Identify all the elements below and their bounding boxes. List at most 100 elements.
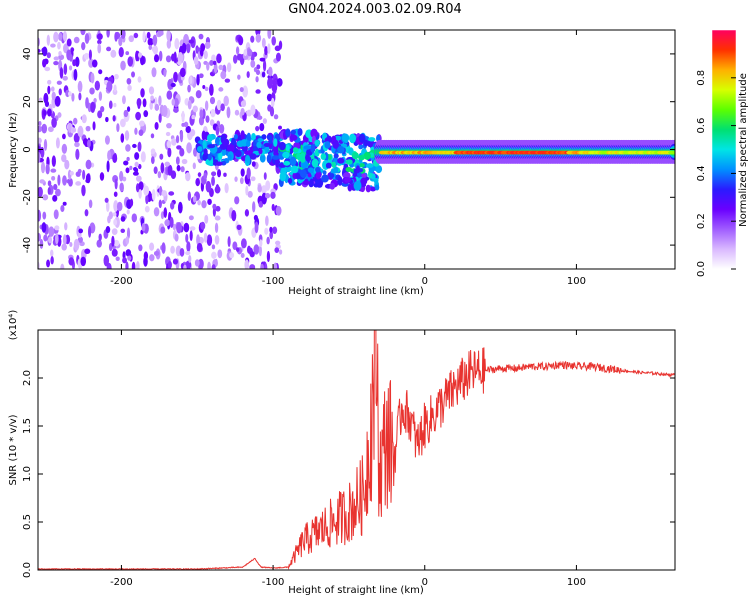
noise-cell <box>196 234 200 246</box>
noise-cell <box>64 159 70 170</box>
noise-cell <box>141 222 146 232</box>
noise-cell <box>125 167 130 174</box>
cluster-cell <box>226 144 235 153</box>
cluster-cell <box>202 139 207 150</box>
noise-cell <box>176 145 182 150</box>
noise-cell <box>126 227 131 240</box>
noise-cell <box>212 207 216 217</box>
cluster-cell <box>309 178 314 188</box>
noise-cell <box>265 215 269 227</box>
cluster-cell <box>233 134 238 140</box>
noise-cell <box>158 50 163 62</box>
noise-cell <box>211 264 216 269</box>
noise-cell <box>158 185 163 196</box>
noise-cell <box>275 52 281 62</box>
noise-cell <box>147 37 154 46</box>
cluster-cell <box>285 144 290 152</box>
noise-cell <box>181 158 188 165</box>
spectrogram-y-tick-label: 0 <box>22 146 33 152</box>
noise-cell <box>51 155 56 167</box>
noise-cell <box>176 222 182 234</box>
noise-cell <box>161 190 167 197</box>
noise-cell <box>134 152 140 160</box>
noise-cell <box>246 167 251 180</box>
noise-cell <box>108 211 114 220</box>
noise-cell <box>183 264 187 269</box>
spectrogram-x-label: Height of straight line (km) <box>288 286 424 297</box>
noise-cell <box>63 63 68 75</box>
noise-cell <box>51 117 57 128</box>
noise-cell <box>123 160 129 166</box>
noise-cell <box>39 239 44 249</box>
snr-y-label: SNR (10 * v/v) <box>8 414 19 485</box>
noise-cell <box>50 43 56 48</box>
cluster-cell <box>332 166 339 174</box>
noise-cell <box>266 250 271 263</box>
snr-y-ticks: 0.0 0.5 1.0 1.5 2.0 <box>22 370 675 578</box>
noise-cell <box>113 84 117 92</box>
noise-cell <box>173 71 179 83</box>
noise-cell <box>98 233 102 241</box>
cluster-cell <box>240 155 247 162</box>
noise-cell <box>209 59 214 66</box>
noise-cell <box>135 50 139 62</box>
cluster-cell <box>363 151 371 160</box>
cluster-cell <box>329 182 336 190</box>
noise-cell <box>152 34 158 46</box>
noise-cell <box>135 175 142 182</box>
noise-cell <box>39 188 43 197</box>
noise-cell <box>259 57 266 62</box>
noise-cell <box>88 225 92 238</box>
noise-cell <box>127 255 132 261</box>
noise-cell <box>53 31 59 43</box>
noise-cell <box>38 125 43 133</box>
noise-cell <box>120 133 125 143</box>
noise-cell <box>164 161 171 167</box>
noise-cell <box>271 36 277 46</box>
noise-cell <box>205 180 212 193</box>
cluster-cell <box>297 128 303 136</box>
snr-x-ticks: -200 -100 0 100 <box>110 330 586 588</box>
noise-cell <box>253 244 260 255</box>
noise-cell <box>250 35 255 43</box>
noise-cell <box>170 202 175 210</box>
noise-cell <box>123 109 129 118</box>
noise-cell <box>233 54 238 64</box>
noise-cell <box>57 112 62 118</box>
noise-cell <box>269 230 274 240</box>
noise-cell <box>270 191 276 199</box>
noise-cell <box>43 234 48 242</box>
colorbar-tick-label: 0.2 <box>696 213 707 229</box>
noise-cell <box>259 239 263 247</box>
noise-cell <box>244 259 250 269</box>
noise-cell <box>126 209 130 215</box>
cluster-cell <box>351 152 359 160</box>
noise-cell <box>189 226 196 231</box>
snr-y-tick-label: 2.0 <box>22 370 33 386</box>
noise-cell <box>52 194 58 202</box>
noise-cell <box>214 234 220 245</box>
noise-cell <box>201 200 207 209</box>
noise-cell <box>106 46 112 52</box>
cluster-cell <box>307 167 315 173</box>
noise-cell <box>39 179 45 184</box>
cluster-cell <box>203 148 208 156</box>
noise-cell <box>42 194 49 201</box>
noise-cell <box>203 172 208 180</box>
noise-cell <box>209 119 215 127</box>
noise-cell <box>38 48 41 53</box>
cluster-cell <box>359 163 365 168</box>
noise-cell <box>126 156 130 162</box>
cluster-cell <box>235 150 242 158</box>
colorbar-gradient-bar <box>712 30 736 269</box>
noise-cell <box>149 101 153 110</box>
noise-cell <box>73 68 78 81</box>
cluster-cell <box>355 165 360 174</box>
noise-cell <box>120 228 126 233</box>
colorbar-tick-label: 0.4 <box>696 165 707 181</box>
noise-cell <box>64 222 68 231</box>
noise-cell <box>217 169 222 178</box>
noise-cell <box>269 106 275 117</box>
noise-cell <box>159 153 164 160</box>
noise-cell <box>149 254 155 262</box>
